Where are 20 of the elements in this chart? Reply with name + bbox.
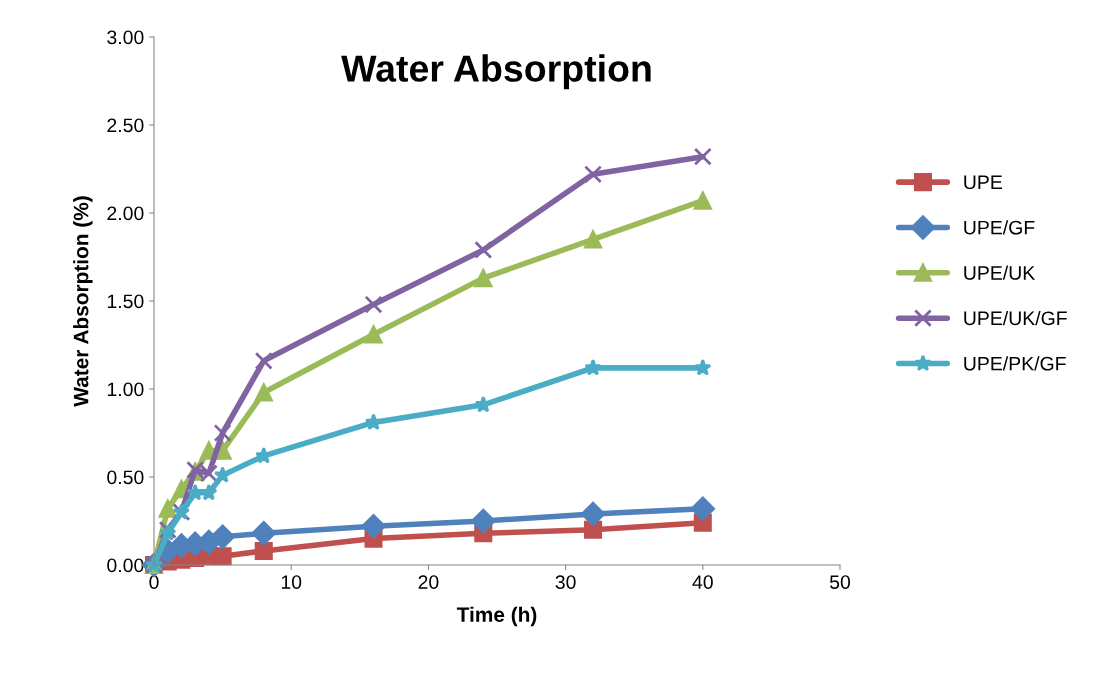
x-tick-label: 20 (418, 575, 439, 589)
x-tick-label: 40 (692, 575, 713, 589)
x-tick-label: 50 (829, 575, 851, 589)
legend-label: UPE/UK/GF (964, 310, 1067, 326)
y-tick-label: 2.50 (107, 118, 144, 133)
y-tick-label: 0.00 (107, 558, 144, 573)
chart-title: Water Absorption (341, 54, 651, 90)
y-tick-label: 3.00 (107, 30, 144, 45)
x-axis-title: Time (h) (456, 606, 537, 627)
y-tick-label: 0.50 (107, 470, 144, 485)
legend-label: UPE/UK (964, 265, 1035, 280)
y-axis-title: Water Absorption (%) (73, 196, 93, 407)
x-tick-label: 10 (281, 575, 302, 589)
y-tick-label: 2.00 (107, 206, 144, 221)
y-tick-label: 1.50 (107, 294, 144, 309)
y-tick-label: 1.00 (107, 382, 144, 397)
legend-label: UPE/GF (964, 220, 1035, 235)
x-tick-label: 30 (555, 575, 576, 589)
legend-label: UPE/PK/GF (964, 356, 1066, 371)
legend-label: UPE (964, 175, 1002, 190)
